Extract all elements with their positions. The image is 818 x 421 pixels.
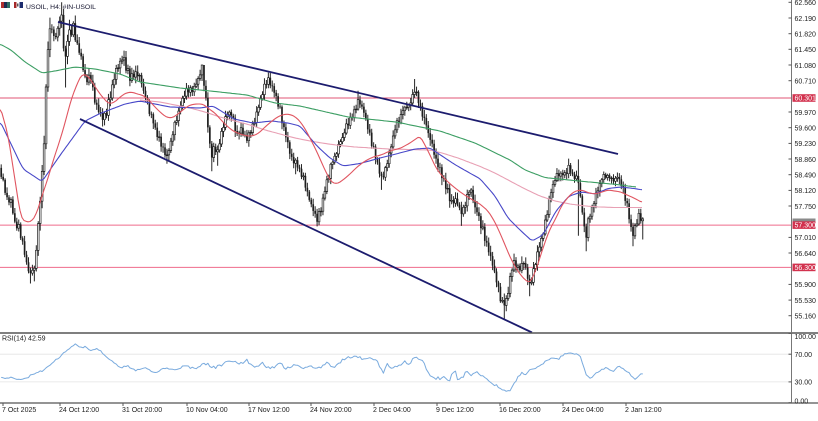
svg-text:10 Nov 04:00: 10 Nov 04:00 <box>186 407 228 414</box>
svg-text:56.640: 56.640 <box>795 251 817 258</box>
svg-text:58.490: 58.490 <box>795 173 817 180</box>
svg-text:62.190: 62.190 <box>795 16 817 23</box>
svg-text:62.560: 62.560 <box>795 0 817 7</box>
svg-text:100.00: 100.00 <box>795 334 817 341</box>
svg-text:59.600: 59.600 <box>795 126 817 133</box>
svg-text:61.820: 61.820 <box>795 32 817 39</box>
svg-text:RSI(14) 42.59: RSI(14) 42.59 <box>2 336 46 343</box>
svg-text:56.300: 56.300 <box>795 265 817 272</box>
svg-text:USOIL, H4: #IN-USOIL: USOIL, H4: #IN-USOIL <box>26 4 96 11</box>
svg-text:57.300: 57.300 <box>795 223 817 230</box>
svg-text:57.750: 57.750 <box>795 204 817 211</box>
svg-text:2 Dec 04:00: 2 Dec 04:00 <box>373 407 411 414</box>
svg-text:9 Dec 12:00: 9 Dec 12:00 <box>436 407 474 414</box>
svg-text:2 Jan 12:00: 2 Jan 12:00 <box>625 407 662 414</box>
svg-text:55.530: 55.530 <box>795 298 817 305</box>
svg-text:16 Dec 20:00: 16 Dec 20:00 <box>499 407 541 414</box>
svg-text:55.160: 55.160 <box>795 314 817 321</box>
svg-text:0.00: 0.00 <box>795 399 809 406</box>
svg-text:60.301: 60.301 <box>795 96 817 103</box>
svg-text:60.710: 60.710 <box>795 79 817 86</box>
svg-text:24 Oct 12:00: 24 Oct 12:00 <box>59 407 99 414</box>
svg-text:58.860: 58.860 <box>795 157 817 164</box>
svg-text:57.010: 57.010 <box>795 235 817 242</box>
svg-text:24 Nov 20:00: 24 Nov 20:00 <box>310 407 352 414</box>
svg-text:55.900: 55.900 <box>795 282 817 289</box>
svg-text:31 Oct 20:00: 31 Oct 20:00 <box>122 407 162 414</box>
svg-text:30.00: 30.00 <box>795 380 813 387</box>
svg-text:61.450: 61.450 <box>795 47 817 54</box>
svg-text:58.120: 58.120 <box>795 188 817 195</box>
svg-text:7 Oct 2025: 7 Oct 2025 <box>2 407 36 414</box>
svg-text:59.230: 59.230 <box>795 141 817 148</box>
svg-text:61.080: 61.080 <box>795 63 817 70</box>
svg-text:17 Nov 12:00: 17 Nov 12:00 <box>248 407 290 414</box>
svg-text:70.00: 70.00 <box>795 352 813 359</box>
svg-text:59.970: 59.970 <box>795 110 817 117</box>
svg-text:24 Dec 04:00: 24 Dec 04:00 <box>562 407 604 414</box>
